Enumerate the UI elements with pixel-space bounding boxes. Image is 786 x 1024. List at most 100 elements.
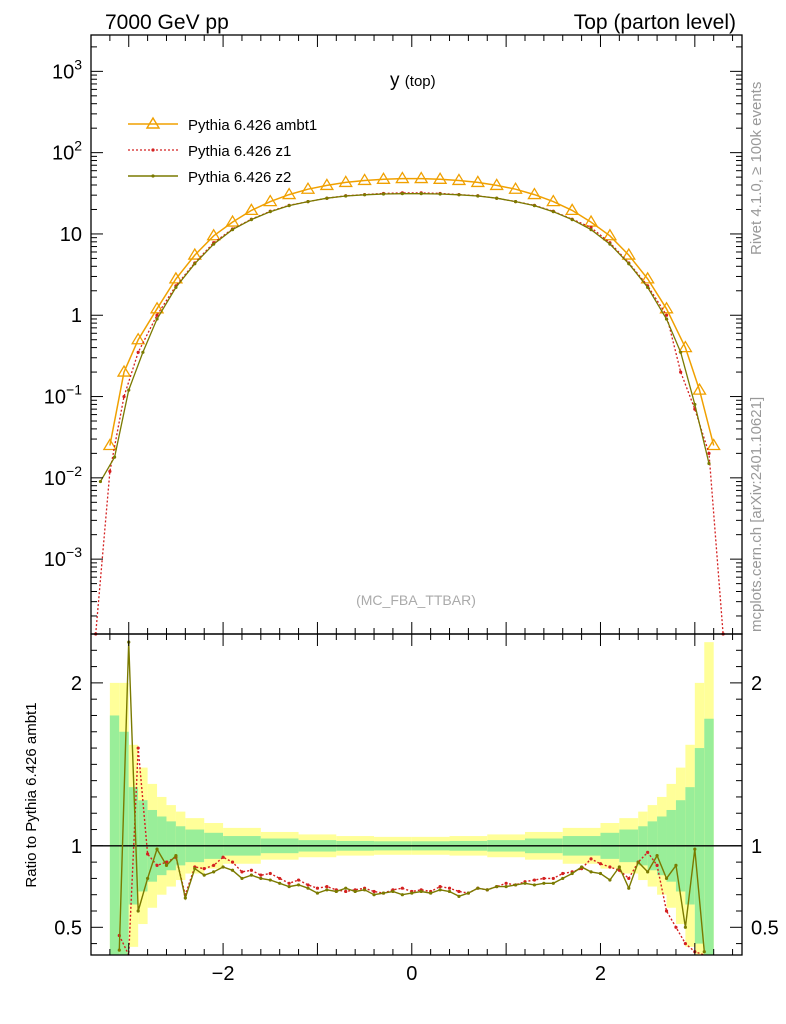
ratio-point — [419, 889, 423, 894]
data-point — [168, 271, 184, 284]
data-point — [565, 203, 580, 216]
ratio-point — [221, 865, 225, 869]
ratio-point — [513, 883, 518, 887]
data-point — [287, 204, 291, 208]
data-point — [306, 199, 310, 204]
data-point — [476, 194, 480, 198]
data-point — [193, 262, 197, 266]
y-tick-label: 102 — [52, 138, 82, 165]
data-point — [116, 364, 132, 377]
x-tick-label: 2 — [595, 963, 606, 985]
ratio-point — [259, 876, 263, 881]
ratio-series-z2 — [118, 642, 705, 952]
ratio-point — [146, 852, 150, 856]
ratio-point — [655, 863, 659, 867]
ratio-point — [296, 878, 301, 882]
ratio-panel-curves — [117, 640, 706, 956]
ratio-point — [627, 876, 631, 881]
ratio-point — [683, 941, 687, 946]
data-point — [621, 247, 636, 260]
ratio-point — [683, 925, 687, 929]
data-point — [532, 204, 537, 208]
data-point — [414, 171, 429, 184]
ratio-point — [391, 889, 395, 894]
ratio-point — [193, 867, 197, 871]
ratio-point — [259, 873, 263, 877]
data-point — [357, 173, 372, 186]
ratio-point — [136, 909, 140, 913]
legend-marker-z2 — [151, 174, 155, 178]
ratio-point — [608, 878, 612, 882]
ratio-point — [363, 888, 367, 892]
ratio-point — [334, 889, 338, 894]
ratio-point — [372, 893, 376, 897]
data-point — [546, 194, 561, 207]
data-point — [363, 193, 367, 197]
ratio-point — [664, 876, 669, 881]
data-point — [395, 171, 410, 184]
ratio-point — [344, 889, 348, 894]
ratio-point — [296, 883, 301, 887]
legend-label-z1: Pythia 6.426 z1 — [188, 143, 291, 160]
ratio-point — [504, 881, 508, 885]
data-point — [495, 196, 499, 200]
ratio-ylabel: Ratio to Pythia 6.426 ambt1 — [23, 702, 40, 887]
main-panel-axes: 10−3 10−2 10−1 1 10 102 103 — [44, 35, 742, 634]
ratio-point — [174, 854, 178, 858]
data-point — [693, 402, 697, 407]
data-point — [678, 340, 693, 353]
ratio-point — [646, 870, 650, 874]
ratio-point — [438, 888, 442, 892]
data-point — [122, 394, 126, 399]
legend-marker-ambt1 — [145, 116, 161, 129]
ratio-point — [315, 886, 320, 890]
data-point — [376, 172, 391, 184]
ratio-point — [315, 891, 320, 895]
ratio-point — [268, 878, 272, 882]
ratio-point — [164, 863, 169, 867]
ratio-point — [202, 867, 206, 871]
uncertainty-band-inner — [119, 731, 129, 955]
ratio-point — [504, 884, 508, 889]
ratio-point — [155, 863, 159, 867]
data-point — [244, 203, 259, 216]
ratio-panel-frame — [90, 633, 743, 956]
ratio-point — [476, 886, 480, 890]
data-point — [489, 178, 504, 191]
data-point — [659, 301, 674, 314]
y-tick-label: 1 — [71, 305, 82, 327]
ratio-point — [617, 865, 621, 869]
data-point — [706, 438, 721, 451]
ratio-point — [353, 889, 357, 894]
data-point — [108, 469, 112, 474]
ratio-point — [655, 854, 659, 858]
data-point — [319, 178, 335, 191]
ratio-y-tick-label: 1 — [71, 836, 82, 858]
data-point — [457, 193, 461, 197]
header-left: 7000 GeV pp — [105, 11, 229, 34]
data-point — [664, 317, 669, 321]
ratio-point — [627, 886, 631, 890]
ratio-point — [495, 884, 499, 889]
x-tick-label: −2 — [212, 963, 235, 985]
ratio-point — [410, 891, 414, 895]
data-point — [281, 187, 297, 200]
data-point — [102, 438, 118, 451]
ratio-point — [306, 886, 310, 890]
ratio-point — [457, 894, 461, 898]
ratio-point — [598, 871, 603, 876]
data-point — [646, 285, 650, 290]
ratio-point — [674, 925, 678, 929]
ratio-point — [202, 873, 206, 877]
data-point — [707, 461, 711, 466]
data-point — [187, 247, 202, 260]
data-point — [707, 451, 711, 455]
data-point — [325, 196, 329, 200]
data-point — [249, 218, 253, 222]
ratio-y-tick-label: 2 — [71, 673, 82, 695]
data-point — [98, 479, 103, 484]
data-point — [432, 172, 448, 184]
ratio-point — [551, 876, 555, 881]
data-point — [136, 350, 140, 354]
